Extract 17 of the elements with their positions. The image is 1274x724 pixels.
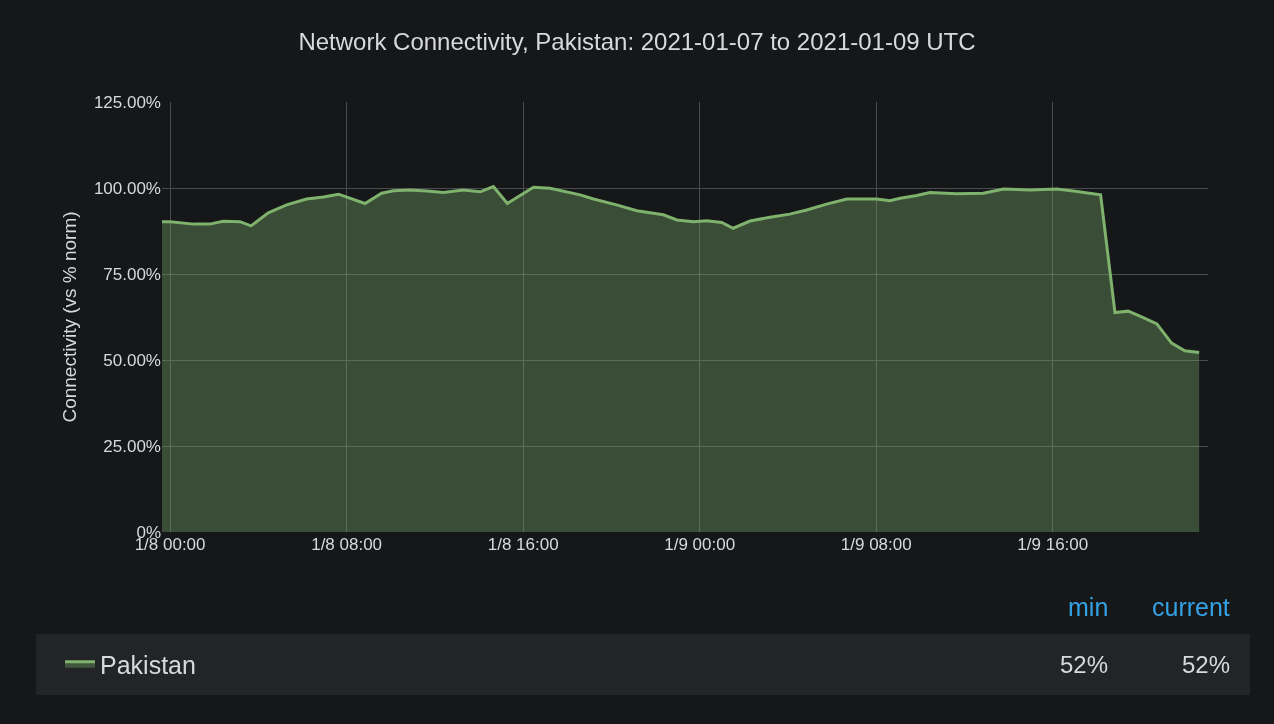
chart-title: Network Connectivity, Pakistan: 2021-01-07 to 2021-01-09 UTC — [298, 28, 976, 56]
y-tick-label: 100.00% — [93, 178, 161, 198]
y-axis-title: Connectivity (vs % norm) — [58, 211, 80, 423]
text: current — [1152, 593, 1230, 621]
x-tick-label: 1/8 16:00 — [487, 535, 559, 554]
text: min — [1068, 593, 1109, 621]
x-tick-label: 1/9 08:00 — [840, 535, 912, 554]
legend-label: Pakistan — [100, 650, 196, 679]
x-tick-label: 1/9 16:00 — [1017, 535, 1089, 554]
y-tick-label: 125.00% — [93, 92, 161, 112]
x-tick-label: 1/8 08:00 — [311, 535, 383, 554]
text: 52% — [1060, 651, 1109, 678]
y-tick-label: 75.00% — [103, 264, 161, 284]
x-tick-label: 1/9 00:00 — [664, 535, 736, 554]
y-tick-label: 50.00% — [103, 350, 161, 370]
y-tick-label: 25.00% — [103, 436, 161, 456]
text: 52% — [1182, 651, 1231, 678]
